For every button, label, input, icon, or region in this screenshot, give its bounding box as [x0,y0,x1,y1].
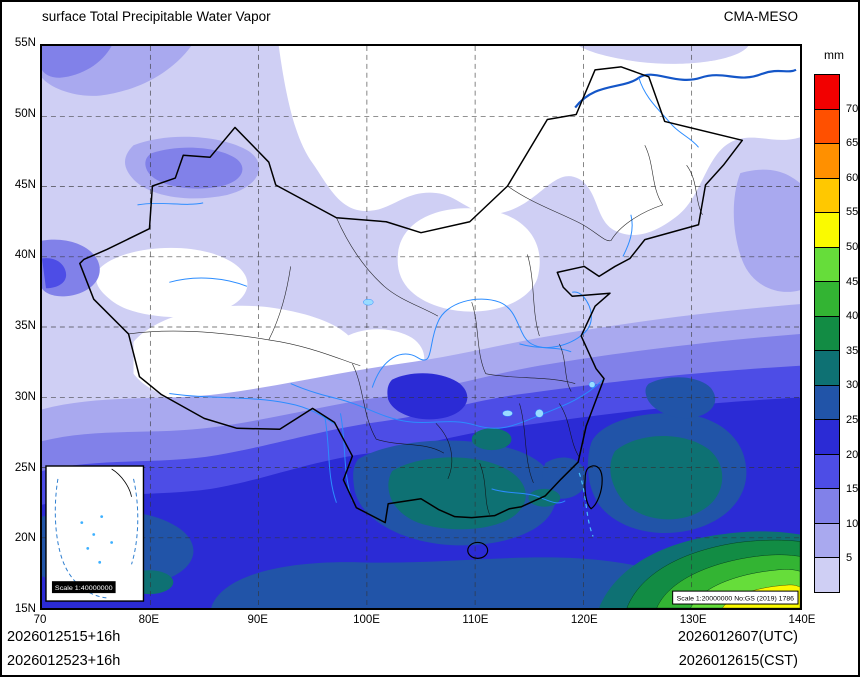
init-time-utc: 2026012515+16h [7,629,121,645]
pwv-field-layer [42,46,800,608]
lon-tick-label: 80E [138,614,160,626]
colorbar-cell [815,212,839,247]
taiwan-island [584,465,603,510]
colorbar-tick-label: 30 [846,379,859,392]
rivers-layer [137,68,797,537]
colorbar-cell [815,384,839,420]
lat-tick-label: 40N [14,249,36,262]
lat-tick-label: 15N [14,603,36,615]
plot-title: surface Total Precipitable Water Vapor [42,9,271,24]
colorbar-cell [815,522,839,558]
lat-tick-label: 50N [14,107,36,120]
colorbar-tick-label: 65 [846,137,859,150]
colorbar: 70 65 60 55 50 45 40 35 30 25 20 15 10 5 [814,74,858,593]
colorbar-cell [815,177,839,213]
colorbar-tick-label: 50 [846,241,859,253]
lon-tick-label: 140E [788,614,816,626]
colorbar-cell [815,557,839,592]
lat-tick-label: 55N [14,37,36,49]
colorbar-tick-label: 10 [846,517,859,530]
lat-tick-label: 45N [14,178,36,191]
lat-tick-label: 30N [14,390,36,403]
colorbar-cell [815,143,839,178]
province-boundaries [128,145,703,515]
colorbar-tick-label: 35 [846,344,859,357]
inset-map: Scale 1:40000000 [45,465,145,602]
inset-scale-label: Scale 1:40000000 [55,585,113,592]
lat-tick-label: 35N [14,320,36,332]
model-name-label: CMA-MESO [723,9,798,24]
lat-tick-label: 20N [14,532,36,545]
lon-tick-label: 100E [353,614,380,626]
colorbar-tick-label: 5 [846,552,853,565]
colorbar-tick-label: 55 [846,206,859,219]
colorbar-tick-label: 15 [846,483,859,496]
lon-tick-label: 90E [247,614,268,626]
lon-tick-label: 70 [33,614,47,626]
map-svg: Scale 1:40000000 Scale 1:20000000 No:GS … [42,46,800,608]
colorbar-cell [815,315,839,351]
colorbar-cell [815,75,839,109]
colorbar-tick-label: 45 [846,275,859,288]
colorbar-cell [815,108,839,144]
main-scale-label: Scale 1:20000000 No:GS (2019) 1786 [677,596,795,603]
colorbar-cell [815,350,839,385]
lon-tick-label: 120E [570,614,598,626]
map-scale-badge: Scale 1:20000000 No:GS (2019) 1786 [672,590,799,605]
init-time-cst: 2026012523+16h [7,653,121,669]
colorbar-cell [815,246,839,282]
valid-time-utc: 2026012607(UTC) [677,629,798,645]
colorbar-tick-label: 70 [846,102,859,115]
lat-tick-label: 25N [14,461,36,474]
map-canvas: Scale 1:40000000 Scale 1:20000000 No:GS … [40,44,802,610]
colorbar-cell [815,488,839,523]
valid-time-cst: 2026012615(CST) [678,653,798,669]
colorbar-cell [815,419,839,454]
hainan-island [467,541,489,559]
lon-tick-label: 130E [679,614,707,626]
colorbar-tick-label: 40 [846,310,859,323]
colorbar-tick-label: 25 [846,414,859,426]
colorbar-cell [815,453,839,489]
graticule-gridlines [42,46,800,608]
colorbar-tick-label: 20 [846,448,859,461]
colorbar-cell [815,281,839,316]
national-boundary [79,66,744,559]
lon-tick-label: 110E [462,614,489,626]
colorbar-tick-label: 60 [846,171,859,184]
colorbar-unit-label: mm [824,48,844,62]
